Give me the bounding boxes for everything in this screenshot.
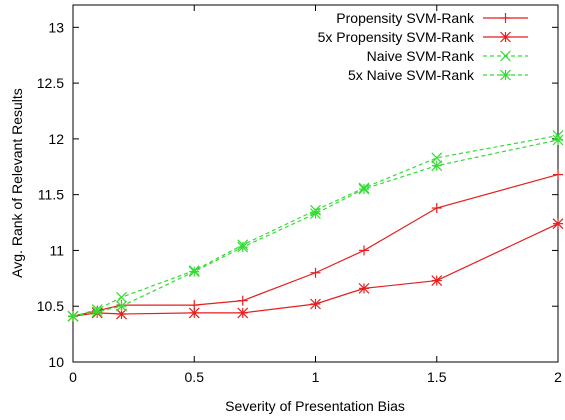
data-point xyxy=(237,307,249,319)
legend-marker xyxy=(500,50,511,62)
data-point xyxy=(358,183,370,195)
series-layer xyxy=(67,130,564,322)
data-point xyxy=(188,266,200,278)
data-point xyxy=(91,306,103,318)
y-tick-label: 12.5 xyxy=(37,75,64,91)
legend-entry: 5x Naive SVM-Rank xyxy=(348,67,528,83)
legend-entry: Propensity SVM-Rank xyxy=(336,10,528,26)
y-tick-label: 10 xyxy=(48,354,64,370)
y-tick-label: 13 xyxy=(48,19,64,35)
legend-marker xyxy=(500,31,511,43)
data-point xyxy=(431,152,443,164)
x-axis-label: Severity of Presentation Bias xyxy=(225,398,405,414)
data-point xyxy=(237,295,248,306)
legend-label: 5x Naive SVM-Rank xyxy=(348,67,475,83)
y-tick-label: 11 xyxy=(49,242,64,258)
data-point xyxy=(553,169,563,180)
data-point xyxy=(116,308,127,320)
x-tick-label: 1 xyxy=(312,369,320,385)
data-point xyxy=(552,134,564,146)
data-point xyxy=(310,267,321,278)
legend-entry: Naive SVM-Rank xyxy=(367,48,528,64)
data-point xyxy=(116,291,127,303)
legend-label: Propensity SVM-Rank xyxy=(336,10,475,26)
x-tick-label: 0.5 xyxy=(185,369,205,385)
legend: Propensity SVM-Rank 5x Propensity SVM-Ran… xyxy=(318,10,528,83)
data-point xyxy=(67,310,79,322)
x-tick-label: 0 xyxy=(69,369,77,385)
legend-marker xyxy=(500,69,511,81)
data-point xyxy=(310,298,321,310)
legend-entry: 5x Propensity SVM-Rank xyxy=(318,29,528,45)
data-point xyxy=(188,307,200,319)
legend-label: 5x Propensity SVM-Rank xyxy=(318,29,475,45)
x-tick-label: 1.5 xyxy=(427,369,447,385)
data-point xyxy=(116,300,127,312)
data-point xyxy=(358,282,370,294)
y-tick-label: 11.5 xyxy=(38,187,64,203)
data-point xyxy=(431,275,443,286)
data-point xyxy=(552,218,564,230)
data-point xyxy=(431,160,443,172)
y-tick-label: 12 xyxy=(48,131,64,147)
y-tick-label: 10.5 xyxy=(37,298,64,314)
data-point xyxy=(431,203,442,214)
data-point xyxy=(237,241,249,253)
series-4 xyxy=(67,134,564,322)
legend-marker xyxy=(500,13,511,23)
data-point xyxy=(359,245,369,256)
y-axis-label: Avg. Rank of Relevant Results xyxy=(9,88,25,278)
x-tick-label: 2 xyxy=(554,369,562,385)
legend-label: Naive SVM-Rank xyxy=(367,48,475,64)
data-point xyxy=(310,208,321,220)
